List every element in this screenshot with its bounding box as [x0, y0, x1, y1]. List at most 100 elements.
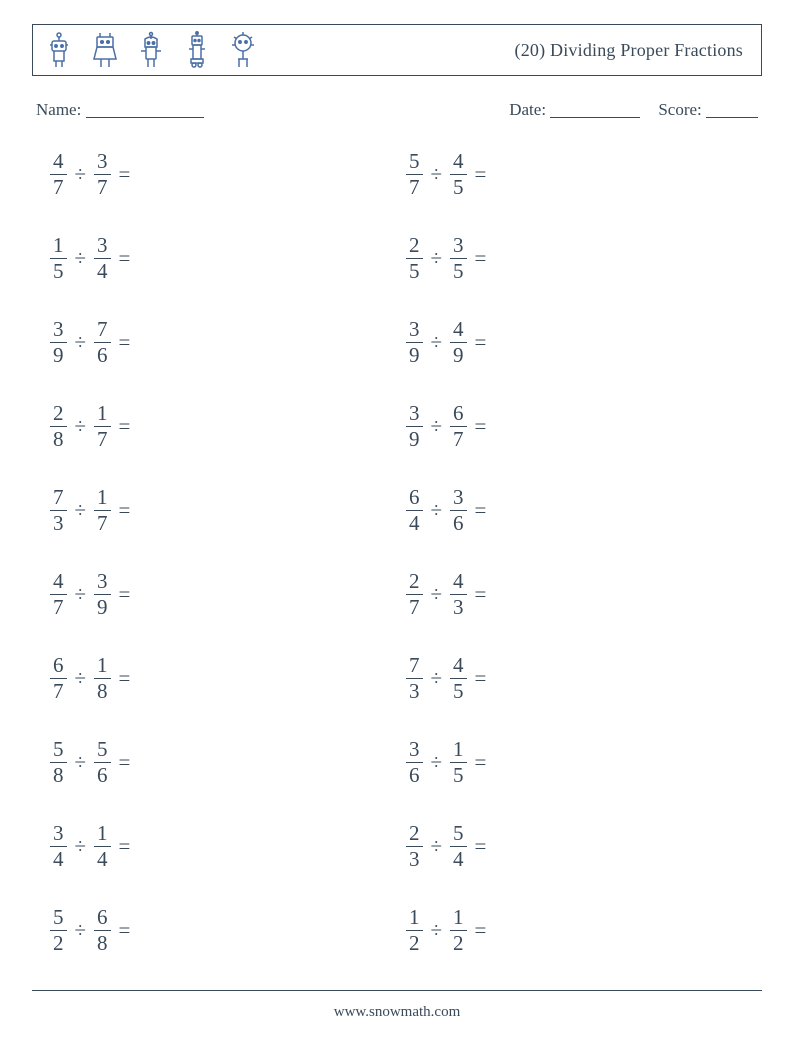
date-label: Date:	[509, 100, 546, 119]
denominator: 5	[450, 678, 467, 702]
numerator: 2	[406, 822, 423, 845]
fraction-b: 43	[450, 570, 467, 617]
name-line[interactable]	[86, 101, 204, 118]
problem: 28 ÷ 17 =	[50, 402, 406, 450]
denominator: 8	[50, 426, 67, 450]
name-label: Name:	[36, 100, 81, 119]
numerator: 7	[50, 486, 67, 509]
robot-icon	[181, 30, 213, 70]
operator: ÷	[75, 162, 87, 187]
numerator: 1	[450, 906, 467, 929]
numerator: 5	[94, 738, 111, 761]
equals: =	[475, 246, 487, 271]
problem: 39÷76=	[50, 318, 406, 366]
numerator: 3	[50, 822, 67, 845]
denominator: 6	[94, 762, 111, 786]
denominator: 6	[406, 762, 423, 786]
operator: ÷	[431, 582, 443, 607]
fraction-a: 27	[406, 570, 423, 617]
denominator: 7	[50, 678, 67, 702]
denominator: 2	[450, 930, 467, 954]
operator: ÷	[431, 414, 443, 439]
numerator: 2	[406, 570, 423, 593]
denominator: 4	[50, 846, 67, 870]
fraction-b: 54	[450, 822, 467, 869]
problem: 23÷54=	[406, 822, 762, 870]
numerator: 7	[94, 318, 111, 341]
fraction-b: 49	[450, 318, 467, 365]
fraction-a: 64	[406, 486, 423, 533]
date-line[interactable]	[550, 101, 640, 118]
numerator: 4	[50, 150, 67, 173]
numerator: 5	[50, 906, 67, 929]
date-field: Date:	[509, 98, 640, 120]
denominator: 3	[406, 846, 423, 870]
numerator: 7	[406, 654, 423, 677]
info-row: Name: Date: Score:	[32, 98, 762, 120]
numerator: 3	[50, 318, 67, 341]
operator: ÷	[75, 414, 87, 439]
operator: ÷	[75, 666, 87, 691]
numerator: 3	[94, 234, 111, 257]
operator: ÷	[431, 750, 443, 775]
problem: 47÷39=	[50, 570, 406, 618]
denominator: 7	[94, 426, 111, 450]
equals: =	[119, 498, 131, 523]
equals: =	[119, 918, 131, 943]
denominator: 4	[94, 258, 111, 282]
fraction-a: 58	[50, 738, 67, 785]
score-line[interactable]	[706, 101, 758, 118]
footer-url: www.snowmath.com	[0, 1004, 794, 1021]
header-box: (20) Dividing Proper Fractions	[32, 24, 762, 76]
robot-icon	[135, 30, 167, 70]
operator: ÷	[75, 918, 87, 943]
numerator: 1	[450, 738, 467, 761]
fraction-b: 36	[450, 486, 467, 533]
fraction-a: 39	[406, 402, 423, 449]
problem: 52 ÷ 68 =	[50, 906, 406, 954]
denominator: 5	[406, 258, 423, 282]
problem: 39÷49=	[406, 318, 762, 366]
fraction-a: 39	[406, 318, 423, 365]
numerator: 1	[94, 402, 111, 425]
equals: =	[475, 498, 487, 523]
fraction-b: 37	[94, 150, 111, 197]
equals: =	[475, 414, 487, 439]
equals: =	[119, 582, 131, 607]
numerator: 6	[450, 402, 467, 425]
fraction-a: 28	[50, 402, 67, 449]
numerator: 3	[94, 150, 111, 173]
fraction-b: 76	[94, 318, 111, 365]
numerator: 4	[450, 570, 467, 593]
numerator: 6	[50, 654, 67, 677]
equals: =	[119, 414, 131, 439]
numerator: 4	[450, 654, 467, 677]
footer-divider	[32, 990, 762, 991]
numerator: 1	[94, 486, 111, 509]
robot-icon	[89, 30, 121, 70]
numerator: 3	[406, 402, 423, 425]
operator: ÷	[75, 750, 87, 775]
score-field: Score:	[658, 98, 758, 120]
fraction-a: 39	[50, 318, 67, 365]
operator: ÷	[75, 834, 87, 859]
numerator: 3	[406, 318, 423, 341]
operator: ÷	[431, 162, 443, 187]
problem: 39÷67=	[406, 402, 762, 450]
denominator: 4	[450, 846, 467, 870]
operator: ÷	[431, 246, 443, 271]
equals: =	[119, 246, 131, 271]
denominator: 3	[50, 510, 67, 534]
equals: =	[119, 162, 131, 187]
problem: 36÷15=	[406, 738, 762, 786]
problem: 15÷34=	[50, 234, 406, 282]
denominator: 9	[94, 594, 111, 618]
fraction-b: 68	[94, 906, 111, 953]
numerator: 3	[450, 234, 467, 257]
numerator: 1	[94, 822, 111, 845]
fraction-a: 47	[50, 150, 67, 197]
problem: 73÷45=	[406, 654, 762, 702]
fraction-a: 36	[406, 738, 423, 785]
denominator: 2	[50, 930, 67, 954]
equals: =	[119, 666, 131, 691]
